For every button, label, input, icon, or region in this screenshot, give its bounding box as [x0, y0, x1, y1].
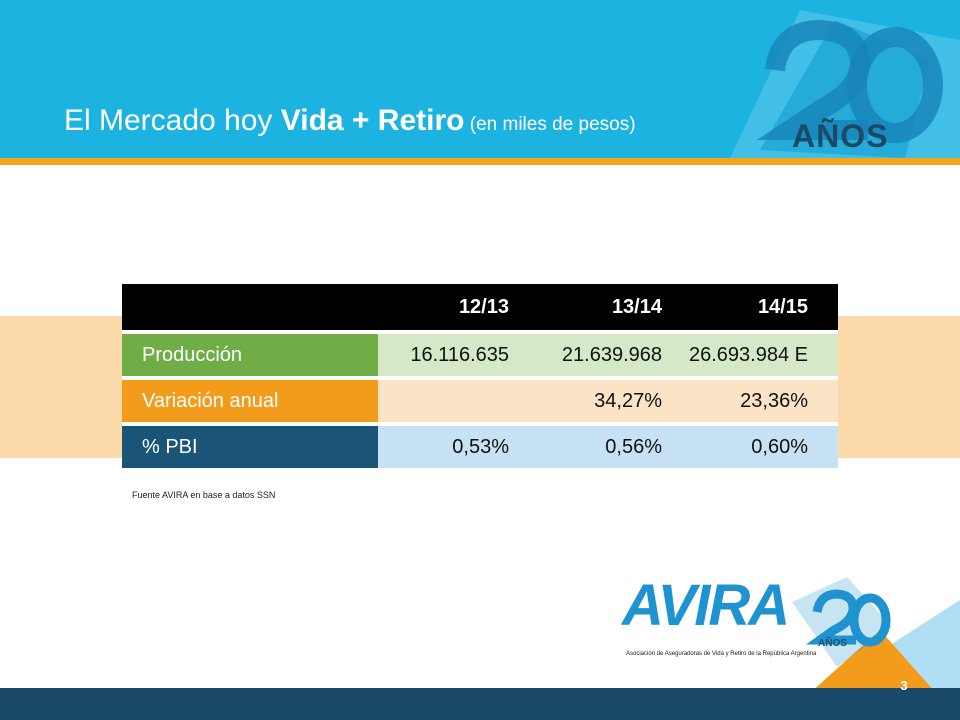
table-cell: 23,36%	[684, 380, 838, 422]
logo-anios: AÑOS	[818, 638, 847, 649]
row-label: % PBI	[122, 426, 378, 468]
slide-header: AÑOS El Mercado hoy Vida + Retiro (en mi…	[0, 0, 960, 158]
title-unit: (en miles de pesos)	[464, 114, 636, 135]
header-cell-12-13: 12/13	[458, 295, 509, 318]
row-divider	[122, 330, 838, 334]
logo-subtext: Asociación de Aseguradoras de Vida y Ret…	[626, 651, 817, 657]
table-row-pbi: % PBI 0,53% 0,56% 0,60%	[122, 426, 838, 468]
avira-logo: AVIRA AÑOS Asociación de Aseguradoras de…	[622, 572, 892, 672]
table-row-variacion: Variación anual 34,27% 23,36%	[122, 380, 838, 422]
market-table: 12/13 13/14 14/15 Producción 16.116.635 …	[122, 284, 838, 468]
row-label: Producción	[122, 334, 378, 376]
table-cell: 0,56%	[531, 426, 684, 468]
logo-name: AVIRA	[622, 573, 790, 638]
logo-20-icon	[792, 577, 892, 667]
footer-bar	[0, 688, 960, 720]
source-note: Fuente AVIRA en base a datos SSN	[132, 490, 276, 500]
title-regular: El Mercado hoy	[64, 104, 281, 137]
header-empty-cell	[122, 284, 378, 330]
table-cell: 16.116.635	[378, 334, 531, 376]
row-divider	[122, 376, 838, 380]
row-label: Variación anual	[122, 380, 378, 422]
anniversary-anios-label: AÑOS	[792, 118, 889, 154]
table-header-row: 12/13 13/14 14/15	[122, 284, 838, 330]
header-accent-stripe	[0, 158, 960, 165]
table-cell	[378, 380, 531, 422]
title-bold: Vida + Retiro	[280, 104, 465, 137]
table-cell: 21.639.968	[531, 334, 684, 376]
header-cell-14-15: 14/15	[757, 295, 808, 318]
table-cell: 0,53%	[378, 426, 531, 468]
row-divider	[122, 422, 838, 426]
table-cell: 26.693.984 E	[684, 334, 838, 376]
page-number: 3	[900, 678, 908, 693]
anniversary-20-icon	[730, 10, 960, 158]
table-cell: 0,60%	[684, 426, 838, 468]
table-row-produccion: Producción 16.116.635 21.639.968 26.693.…	[122, 334, 838, 376]
table-cell: 34,27%	[531, 380, 684, 422]
header-cell-13-14: 13/14	[611, 295, 662, 318]
page-title: El Mercado hoy Vida + Retiro (en miles d…	[64, 104, 636, 138]
